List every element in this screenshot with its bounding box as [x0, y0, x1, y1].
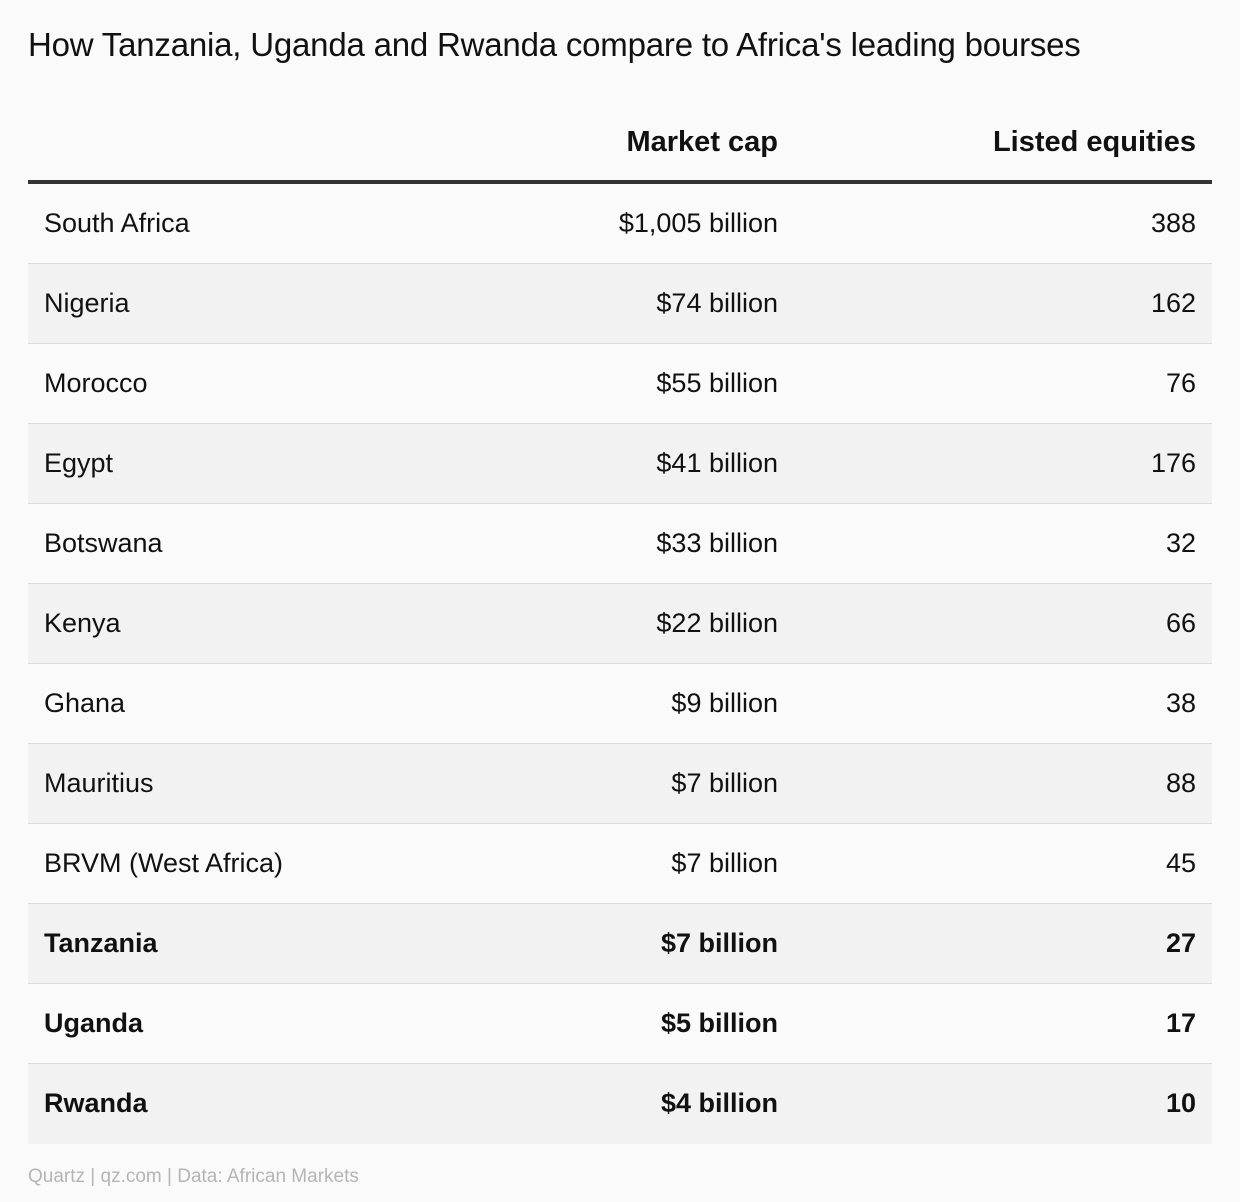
cell-market-cap: $7 billion [671, 848, 778, 878]
table-row: Uganda $5 billion 17 [28, 984, 1212, 1064]
table-header: Market cap Listed equities [28, 100, 1212, 184]
table-row: Morocco $55 billion 76 [28, 344, 1212, 424]
cell-listed-equities: 45 [1165, 848, 1196, 878]
cell-country: Nigeria [44, 288, 130, 318]
cell-listed-equities: 17 [1165, 1008, 1196, 1038]
cell-country: Kenya [44, 608, 121, 638]
cell-listed-equities: 66 [1165, 608, 1196, 638]
cell-listed-equities: 32 [1165, 528, 1196, 558]
table-row: Rwanda $4 billion 10 [28, 1064, 1212, 1144]
cell-market-cap: $4 billion [660, 1088, 778, 1118]
table-row: Ghana $9 billion 38 [28, 664, 1212, 744]
cell-market-cap: $7 billion [660, 928, 778, 958]
table-row: Egypt $41 billion 176 [28, 424, 1212, 504]
cell-country: South Africa [44, 208, 190, 238]
cell-listed-equities: 38 [1165, 688, 1196, 718]
cell-country: Egypt [44, 448, 114, 478]
table-row: Kenya $22 billion 66 [28, 584, 1212, 664]
cell-market-cap: $9 billion [671, 688, 778, 718]
cell-country: Uganda [44, 1008, 144, 1038]
cell-listed-equities: 88 [1165, 768, 1196, 798]
data-table: Market cap Listed equities South Africa $… [28, 100, 1212, 1144]
cell-market-cap: $22 billion [656, 608, 778, 638]
cell-market-cap: $1,005 billion [618, 208, 778, 238]
cell-listed-equities: 162 [1150, 288, 1196, 318]
cell-country: Botswana [44, 528, 163, 558]
table-row: Tanzania $7 billion 27 [28, 904, 1212, 984]
cell-market-cap: $5 billion [660, 1008, 778, 1038]
cell-market-cap: $74 billion [656, 288, 778, 318]
cell-country: Rwanda [44, 1088, 148, 1118]
table-row: BRVM (West Africa) $7 billion 45 [28, 824, 1212, 904]
cell-listed-equities: 10 [1165, 1088, 1196, 1118]
cell-listed-equities: 27 [1165, 928, 1196, 958]
cell-country: Mauritius [44, 768, 154, 798]
table-row: Nigeria $74 billion 162 [28, 264, 1212, 344]
cell-country: Morocco [44, 368, 148, 398]
chart-title: How Tanzania, Uganda and Rwanda compare … [28, 26, 1081, 63]
cell-listed-equities: 388 [1150, 208, 1196, 238]
cell-country: Tanzania [44, 928, 158, 958]
table-row: Botswana $33 billion 32 [28, 504, 1212, 584]
table-row: South Africa $1,005 billion 388 [28, 184, 1212, 264]
cell-country: BRVM (West Africa) [44, 848, 284, 878]
header-listed-equities: Listed equities [992, 126, 1196, 158]
cell-listed-equities: 176 [1150, 448, 1196, 478]
cell-market-cap: $41 billion [656, 448, 778, 478]
cell-market-cap: $33 billion [656, 528, 778, 558]
cell-country: Ghana [44, 688, 126, 718]
table-body: South Africa $1,005 billion 388 Nigeria $74 … [28, 184, 1212, 1144]
cell-market-cap: $55 billion [656, 368, 778, 398]
source-note: Quartz | qz.com | Data: African Markets [28, 1166, 359, 1187]
table-row: Mauritius $7 billion 88 [28, 744, 1212, 824]
cell-listed-equities: 76 [1165, 368, 1196, 398]
cell-market-cap: $7 billion [671, 768, 778, 798]
header-market-cap: Market cap [626, 126, 778, 158]
